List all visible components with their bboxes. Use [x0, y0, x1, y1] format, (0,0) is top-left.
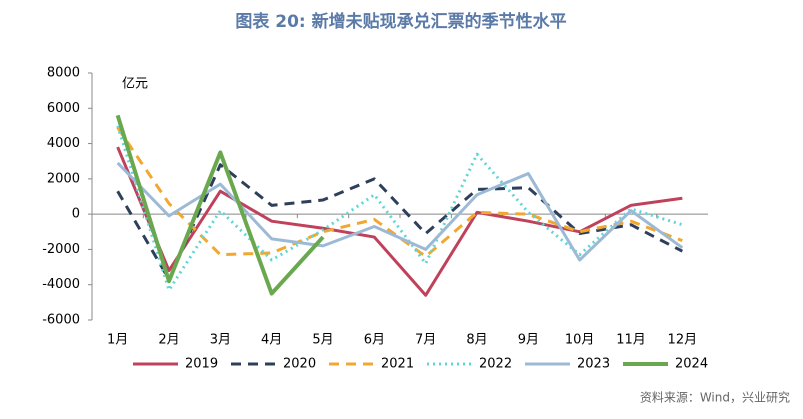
x-tick-label: 3月 [210, 333, 231, 348]
x-tick-label: 9月 [518, 333, 539, 348]
x-tick-label: 5月 [312, 333, 333, 348]
x-tick-label: 4月 [261, 333, 282, 348]
chart-title: 图表 20: 新增未贴现承兑汇票的季节性水平 [235, 11, 566, 32]
series-line [116, 163, 684, 281]
y-tick-label: -4000 [42, 277, 80, 292]
y-axis-label: 亿元 [122, 77, 148, 92]
series-line [116, 126, 683, 258]
legend-label: 2023 [577, 357, 610, 372]
y-tick-label: 2000 [47, 171, 80, 186]
x-tick-label: 11月 [616, 333, 646, 348]
y-tick-label: -6000 [42, 313, 80, 328]
x-tick-label: 7月 [415, 333, 436, 348]
x-tick-label: 8月 [466, 333, 487, 348]
series-line [116, 146, 683, 297]
legend-label: 2020 [283, 357, 316, 372]
legend-label: 2022 [479, 357, 512, 372]
y-tick-label: -2000 [42, 242, 80, 257]
y-tick-label: 4000 [47, 136, 80, 151]
y-tick-label: 0 [72, 207, 80, 222]
x-tick-label: 6月 [364, 333, 385, 348]
y-tick-label: 8000 [47, 66, 80, 81]
series-line [115, 114, 325, 296]
source: 资料来源：Wind，兴业研究 [640, 390, 790, 405]
legend-label: 2021 [381, 357, 414, 372]
legend-label: 2024 [675, 357, 708, 372]
x-tick-label: 1月 [107, 333, 128, 348]
series-line [116, 161, 684, 262]
legend-label: 2019 [185, 357, 218, 372]
y-tick-label: 6000 [47, 101, 80, 116]
x-tick-label: 10月 [565, 333, 595, 348]
x-tick-label: 2月 [158, 333, 179, 348]
x-tick-label: 12月 [668, 333, 698, 348]
